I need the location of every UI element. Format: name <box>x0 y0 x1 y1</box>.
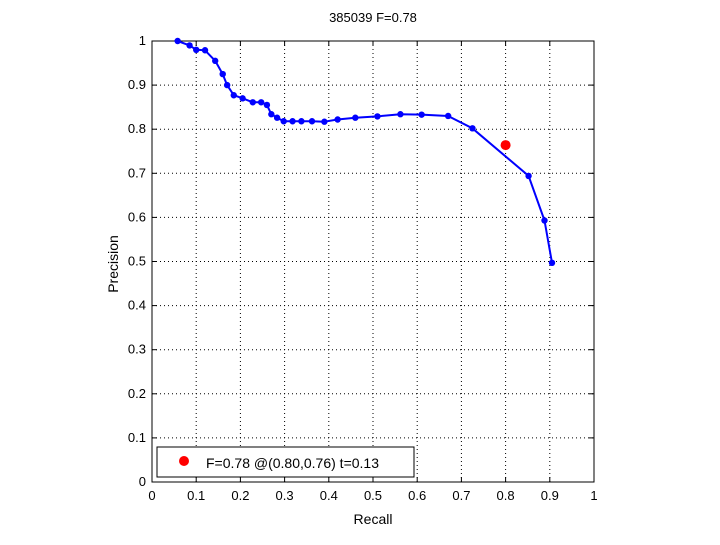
x-tick-label: 0.1 <box>187 488 205 503</box>
pr-curve-point <box>230 92 237 99</box>
y-axis-label: Precision <box>105 235 121 293</box>
y-tick-label: 0.6 <box>128 209 146 224</box>
pr-curve-point <box>321 118 328 125</box>
pr-curve-point <box>273 114 281 121</box>
pr-curve-point <box>469 125 476 132</box>
y-tick-label: 0 <box>139 474 146 489</box>
pr-curve-point <box>374 113 381 120</box>
pr-curve-point <box>186 42 193 49</box>
pr-curve-point <box>223 81 231 89</box>
x-tick-label: 0.4 <box>320 488 338 503</box>
pr-curve-point <box>541 217 548 224</box>
pr-curve-point <box>298 118 305 125</box>
y-tick-label: 0.9 <box>128 77 146 92</box>
best-f-marker <box>500 140 511 151</box>
pr-curve-point <box>334 116 341 123</box>
pr-curve-point <box>249 99 256 106</box>
y-tick-label: 0.8 <box>128 121 146 136</box>
x-tick-label: 0 <box>148 488 155 503</box>
x-tick-label: 0.7 <box>452 488 470 503</box>
y-tick-label: 0.3 <box>128 342 146 357</box>
x-tick-label: 0.8 <box>497 488 515 503</box>
pr-curve-point <box>397 111 404 118</box>
pr-curve-point <box>418 111 425 118</box>
pr-curve-point <box>257 99 265 106</box>
pr-curve-point <box>289 118 296 125</box>
chart-title: 385039 F=0.78 <box>329 10 417 25</box>
legend: F=0.78 @(0.80,0.76) t=0.13 <box>156 446 415 478</box>
x-tick-label: 0.5 <box>364 488 382 503</box>
y-tick-label: 0.7 <box>128 165 146 180</box>
x-axis-label: Recall <box>354 511 393 527</box>
pr-curve-point <box>352 114 359 121</box>
pr-curve-point <box>548 259 556 267</box>
y-tick-label: 0.1 <box>128 430 146 445</box>
pr-curve-point <box>525 172 532 180</box>
x-tick-label: 1 <box>590 488 597 503</box>
legend-marker <box>179 456 189 466</box>
x-tick-label: 0.3 <box>276 488 294 503</box>
pr-curve-point <box>308 118 316 125</box>
legend-entry: F=0.78 @(0.80,0.76) t=0.13 <box>206 455 379 471</box>
pr-curve-point <box>268 111 275 118</box>
y-tick-label: 0.2 <box>128 386 146 401</box>
pr-curve-point <box>444 112 452 120</box>
y-tick-label: 0.4 <box>128 298 146 313</box>
legend-box <box>156 446 415 478</box>
pr-curve-point <box>174 37 181 45</box>
pr-curve-point <box>219 70 226 78</box>
pr-curve-point <box>263 101 271 109</box>
pr-curve-point <box>201 47 209 54</box>
pr-curve-point <box>239 95 246 102</box>
pr-curve-point <box>193 46 200 54</box>
x-tick-label: 0.6 <box>408 488 426 503</box>
y-tick-label: 0.5 <box>128 254 146 269</box>
x-tick-label: 0.2 <box>231 488 249 503</box>
pr-curve-point <box>280 118 287 125</box>
y-tick-label: 1 <box>139 33 146 48</box>
x-tick-label: 0.9 <box>541 488 559 503</box>
pr-curve-point <box>212 57 219 65</box>
